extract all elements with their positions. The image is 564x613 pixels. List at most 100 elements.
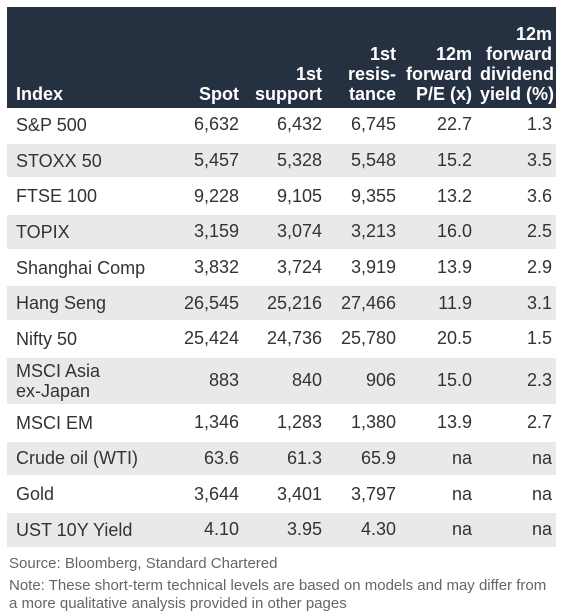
table-row: Crude oil (WTI) 63.6 61.3 65.9 na na: [7, 440, 556, 478]
cell-yield: 1.5: [476, 321, 556, 358]
cell-index: Gold: [7, 476, 165, 513]
column-header-index: Index: [7, 7, 165, 108]
cell-resistance: 5,548: [326, 142, 400, 180]
cell-pe: 13.9: [400, 404, 476, 442]
cell-index: UST 10Y Yield: [7, 511, 165, 549]
index-name: Gold: [16, 484, 55, 505]
cell-support: 3,401: [243, 476, 326, 513]
index-name: Nifty 50: [16, 328, 78, 349]
cell-support: 3,074: [243, 214, 326, 251]
cell-index: STOXX 50: [7, 142, 165, 180]
cell-resistance: 906: [326, 356, 400, 406]
column-header-line: Spot: [199, 84, 239, 104]
index-name: STOXX 50: [16, 150, 102, 171]
cell-pe: 16.0: [400, 214, 476, 251]
cell-resistance: 3,213: [326, 214, 400, 251]
table-row: Nifty 50 25,424 24,736 25,780 20.5 1.5: [7, 321, 556, 358]
column-header-line: yield (%): [480, 84, 555, 104]
column-header-line: tance: [348, 84, 396, 104]
column-header-yield: 12m forward dividend yield (%): [476, 7, 556, 108]
column-header-line: support: [255, 84, 322, 104]
cell-pe: 13.9: [400, 249, 476, 287]
cell-pe: 22.7: [400, 108, 476, 144]
cell-support: 24,736: [243, 321, 326, 358]
cell-yield: na: [476, 476, 556, 513]
table-row: Gold 3,644 3,401 3,797 na na: [7, 476, 556, 513]
technical-levels-table: Index Spot 1st support 1st resis-tance 12m forw…: [7, 7, 556, 549]
index-name: S&P 500: [16, 114, 87, 135]
column-header-line: 1st: [295, 64, 322, 84]
cell-yield: 3.6: [476, 178, 556, 216]
cell-spot: 63.6: [165, 440, 243, 478]
column-header-line: dividend: [480, 64, 555, 84]
cell-resistance: 27,466: [326, 285, 400, 323]
index-name: MSCI EM: [16, 412, 94, 433]
index-name: FTSE 100: [16, 186, 98, 207]
cell-pe: 15.0: [400, 356, 476, 406]
cell-pe: 13.2: [400, 178, 476, 216]
index-name: UST 10Y Yield: [16, 519, 133, 540]
cell-index: Hang Seng: [7, 285, 165, 323]
cell-index: MSCI EM: [7, 404, 165, 442]
cell-yield: 2.9: [476, 249, 556, 287]
cell-index: Nifty 50: [7, 321, 165, 358]
table-row: TOPIX 3,159 3,074 3,213 16.0 2.5: [7, 214, 556, 251]
disclaimer-note: Note: These short-term technical levels …: [9, 576, 547, 612]
cell-yield: 2.5: [476, 214, 556, 251]
table-row: Hang Seng 26,545 25,216 27,466 11.9 3.1: [7, 285, 556, 323]
index-name: TOPIX: [16, 221, 70, 242]
cell-resistance: 65.9: [326, 440, 400, 478]
table-row: MSCI Asia ex-Japan 883 840 906 15.0 2.3: [7, 356, 556, 406]
table-body: S&P 500 6,632 6,432 6,745 22.7 1.3 STOXX 50 5,4…: [7, 108, 556, 549]
column-header-spot: Spot: [165, 7, 243, 108]
cell-yield: 2.3: [476, 356, 556, 406]
cell-resistance: 3,919: [326, 249, 400, 287]
cell-index: MSCI Asia ex-Japan: [7, 356, 165, 406]
cell-index: TOPIX: [7, 214, 165, 251]
table-row: FTSE 100 9,228 9,105 9,355 13.2 3.6: [7, 178, 556, 216]
cell-yield: na: [476, 440, 556, 478]
cell-resistance: 25,780: [326, 321, 400, 358]
cell-support: 3,724: [243, 249, 326, 287]
index-name: Hang Seng: [16, 293, 107, 314]
cell-pe: na: [400, 511, 476, 549]
column-header-line: 12m: [435, 44, 472, 64]
cell-yield: 2.7: [476, 404, 556, 442]
cell-spot: 26,545: [165, 285, 243, 323]
cell-support: 61.3: [243, 440, 326, 478]
cell-pe: 15.2: [400, 142, 476, 180]
cell-resistance: 3,797: [326, 476, 400, 513]
cell-yield: na: [476, 511, 556, 549]
cell-support: 1,283: [243, 404, 326, 442]
header-row: Index Spot 1st support 1st resis-tance 12m forw…: [7, 7, 556, 108]
cell-index: Shanghai Comp: [7, 249, 165, 287]
index-name: Crude oil (WTI): [16, 448, 139, 469]
cell-spot: 1,346: [165, 404, 243, 442]
cell-pe: na: [400, 476, 476, 513]
table-row: STOXX 50 5,457 5,328 5,548 15.2 3.5: [7, 142, 556, 180]
column-header-line: 1st: [369, 44, 396, 64]
cell-pe: 11.9: [400, 285, 476, 323]
cell-index: FTSE 100: [7, 178, 165, 216]
cell-yield: 1.3: [476, 108, 556, 144]
cell-support: 25,216: [243, 285, 326, 323]
index-name: MSCI Asia: [16, 360, 101, 381]
cell-spot: 5,457: [165, 142, 243, 180]
index-name: ex-Japan: [16, 380, 91, 401]
cell-support: 6,432: [243, 108, 326, 144]
table-row: S&P 500 6,632 6,432 6,745 22.7 1.3: [7, 108, 556, 144]
cell-spot: 4.10: [165, 511, 243, 549]
cell-spot: 3,159: [165, 214, 243, 251]
cell-yield: 3.5: [476, 142, 556, 180]
cell-support: 9,105: [243, 178, 326, 216]
cell-spot: 3,644: [165, 476, 243, 513]
cell-spot: 9,228: [165, 178, 243, 216]
cell-index: S&P 500: [7, 108, 165, 144]
column-header-resistance: 1st resis-tance: [326, 7, 400, 108]
cell-resistance: 6,745: [326, 108, 400, 144]
column-header-line: resis-: [347, 64, 396, 84]
table-row: Shanghai Comp 3,832 3,724 3,919 13.9 2.9: [7, 249, 556, 287]
table-row: UST 10Y Yield 4.10 3.95 4.30 na na: [7, 511, 556, 549]
column-header-pe: 12m forward P/E (x): [400, 7, 476, 108]
cell-support: 5,328: [243, 142, 326, 180]
